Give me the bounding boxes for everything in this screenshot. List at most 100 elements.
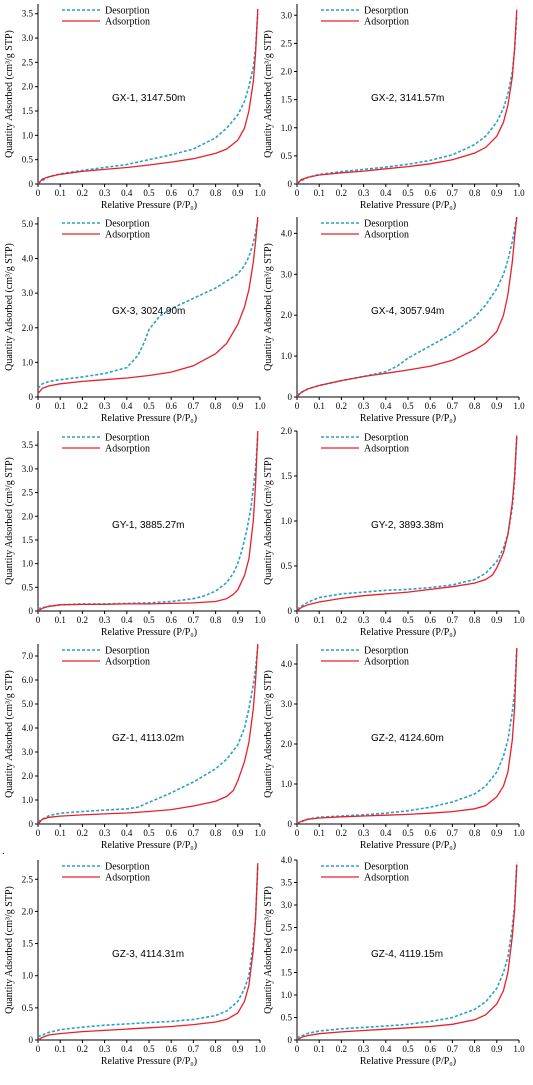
x-tick-label: 0.2: [336, 401, 347, 411]
legend-adsorption-label: Adsorption: [105, 873, 150, 884]
isotherm-panel: 0 0.1 0.2 0.3 0.4 0.5 0.6 0.7 0.8 0.9 1.0 0 0.5 1.0 1.…: [263, 855, 525, 1067]
y-tick-label: 2.5: [22, 57, 34, 67]
x-tick-label: 0.1: [55, 188, 66, 198]
y-tick-label: 0: [29, 392, 34, 402]
y-tick-label: 0.5: [22, 582, 34, 592]
x-tick-label: 0.5: [402, 188, 414, 198]
sample-label: GZ-4, 4119.15m: [371, 949, 443, 960]
y-tick-label: 3.0: [281, 10, 293, 20]
y-tick-label: 1.0: [281, 990, 293, 1000]
x-tick-label: 0.3: [99, 1044, 111, 1054]
x-tick-label: 0.8: [469, 828, 481, 838]
legend-desorption-label: Desorption: [364, 6, 408, 17]
legend-desorption-label: Desorption: [105, 646, 149, 657]
x-tick-label: 0.3: [99, 828, 111, 838]
x-tick-label: 0.5: [402, 401, 414, 411]
x-tick-label: 0.7: [188, 1044, 200, 1054]
y-axis-title: Quantity Adsorbed (cm³/g STP): [263, 457, 274, 585]
x-tick-label: 1.0: [513, 1044, 525, 1054]
x-tick-label: 0.9: [491, 401, 503, 411]
y-tick-label: 0.5: [281, 1013, 293, 1023]
sample-label: GX-3, 3024.90m: [112, 306, 185, 317]
y-axis-title: Quantity Adsorbed (cm³/g STP): [4, 670, 15, 798]
x-tick-label: 0.9: [232, 401, 244, 411]
x-tick-label: 0: [295, 401, 300, 411]
x-tick-label: 0.7: [447, 401, 459, 411]
x-tick-label: 0: [36, 188, 41, 198]
sample-label: GX-1, 3147.50m: [112, 93, 185, 104]
y-tick-label: 7.0: [22, 651, 34, 661]
y-tick-label: 4.0: [281, 659, 293, 669]
y-tick-label: 0: [288, 1035, 293, 1045]
legend-desorption-label: Desorption: [364, 646, 408, 657]
y-tick-label: 2.0: [22, 906, 34, 916]
x-tick-label: 0.4: [380, 828, 392, 838]
isotherm-panel: 0 0.1 0.2 0.3 0.4 0.5 0.6 0.7 0.8 0.9 1.0 0 0.5 1.0 1.…: [4, 430, 266, 638]
y-tick-label: 2.0: [281, 67, 293, 77]
y-tick-label: 0: [288, 392, 293, 402]
y-tick-label: 1.0: [22, 971, 34, 981]
y-tick-label: 1.0: [22, 559, 34, 569]
x-tick-label: 0.4: [121, 828, 133, 838]
x-tick-label: 0.4: [121, 615, 133, 625]
x-tick-label: 0.5: [143, 188, 155, 198]
x-axis-title: Relative Pressure (P/P₀): [101, 627, 197, 638]
y-tick-label: 0: [288, 819, 293, 829]
x-tick-label: 1.0: [513, 828, 525, 838]
y-tick-label: 2.0: [22, 323, 34, 333]
x-tick-label: 0.6: [425, 1044, 437, 1054]
x-tick-label: 0.9: [232, 1044, 244, 1054]
isotherm-panel: 0 0.1 0.2 0.3 0.4 0.5 0.6 0.7 0.8 0.9 1.0 0 0.5 1.0 1.…: [263, 426, 525, 638]
y-tick-label: 0.5: [281, 561, 293, 571]
x-tick-label: 1.0: [254, 828, 266, 838]
x-tick-label: 0.9: [232, 615, 244, 625]
x-tick-label: 0.2: [336, 1044, 347, 1054]
x-tick-label: 0.3: [358, 1044, 370, 1054]
x-tick-label: 0.1: [314, 401, 325, 411]
x-tick-label: 0.9: [232, 188, 244, 198]
x-tick-label: 0.1: [55, 1044, 66, 1054]
x-axis-title: Relative Pressure (P/P₀): [101, 1056, 197, 1067]
x-tick-label: 0.6: [166, 188, 178, 198]
y-axis-title: Quantity Adsorbed (cm³/g STP): [4, 886, 15, 1014]
x-tick-label: 0.8: [210, 828, 222, 838]
x-tick-label: 0.6: [166, 615, 178, 625]
x-tick-label: 0.7: [447, 615, 459, 625]
x-tick-label: 0.7: [188, 828, 200, 838]
x-tick-label: 0: [295, 828, 300, 838]
x-tick-label: 1.0: [254, 615, 266, 625]
x-tick-label: 1.0: [254, 401, 266, 411]
adsorption-series-line: [296, 647, 518, 825]
x-tick-label: 0: [36, 401, 41, 411]
x-tick-label: 1.0: [513, 615, 525, 625]
y-tick-label: 3.0: [281, 269, 293, 279]
y-tick-label: 1.0: [22, 795, 34, 805]
stray-mark: .: [2, 846, 5, 857]
legend-desorption-label: Desorption: [105, 862, 149, 873]
x-tick-label: 0.1: [314, 1044, 325, 1054]
adsorption-series-line: [296, 216, 518, 398]
sample-label: GX-2, 3141.57m: [371, 93, 444, 104]
y-tick-label: 0: [29, 179, 34, 189]
x-tick-label: 0.9: [491, 188, 503, 198]
x-tick-label: 0.7: [188, 615, 200, 625]
x-tick-label: 0: [36, 615, 41, 625]
y-tick-label: 0: [29, 1035, 34, 1045]
sample-label: GZ-1, 4113.02m: [112, 733, 184, 744]
isotherm-panel: 0 0.1 0.2 0.3 0.4 0.5 0.6 0.7 0.8 0.9 1.0 0 1.0 2.0 3.…: [263, 216, 525, 424]
desorption-series-line: [37, 866, 259, 1038]
x-tick-label: 0.8: [210, 1044, 222, 1054]
x-axis-title: Relative Pressure (P/P₀): [360, 1056, 456, 1067]
x-tick-label: 0.6: [425, 188, 437, 198]
isotherm-panel: 0 0.1 0.2 0.3 0.4 0.5 0.6 0.7 0.8 0.9 1.0 0 0.5 1.0 1.…: [4, 4, 266, 211]
x-tick-label: 0.7: [188, 188, 200, 198]
x-tick-label: 0.8: [469, 615, 481, 625]
x-tick-label: 0.4: [121, 1044, 133, 1054]
x-tick-label: 0.2: [336, 615, 347, 625]
x-axis-title: Relative Pressure (P/P₀): [360, 627, 456, 638]
isotherm-panel: 0 0.1 0.2 0.3 0.4 0.5 0.6 0.7 0.8 0.9 1.0 0 0.5 1.0 1.…: [4, 860, 266, 1067]
x-tick-label: 0.4: [380, 188, 392, 198]
x-tick-label: 0.6: [166, 1044, 178, 1054]
x-tick-label: 0.1: [55, 615, 66, 625]
legend-desorption-label: Desorption: [364, 433, 408, 444]
